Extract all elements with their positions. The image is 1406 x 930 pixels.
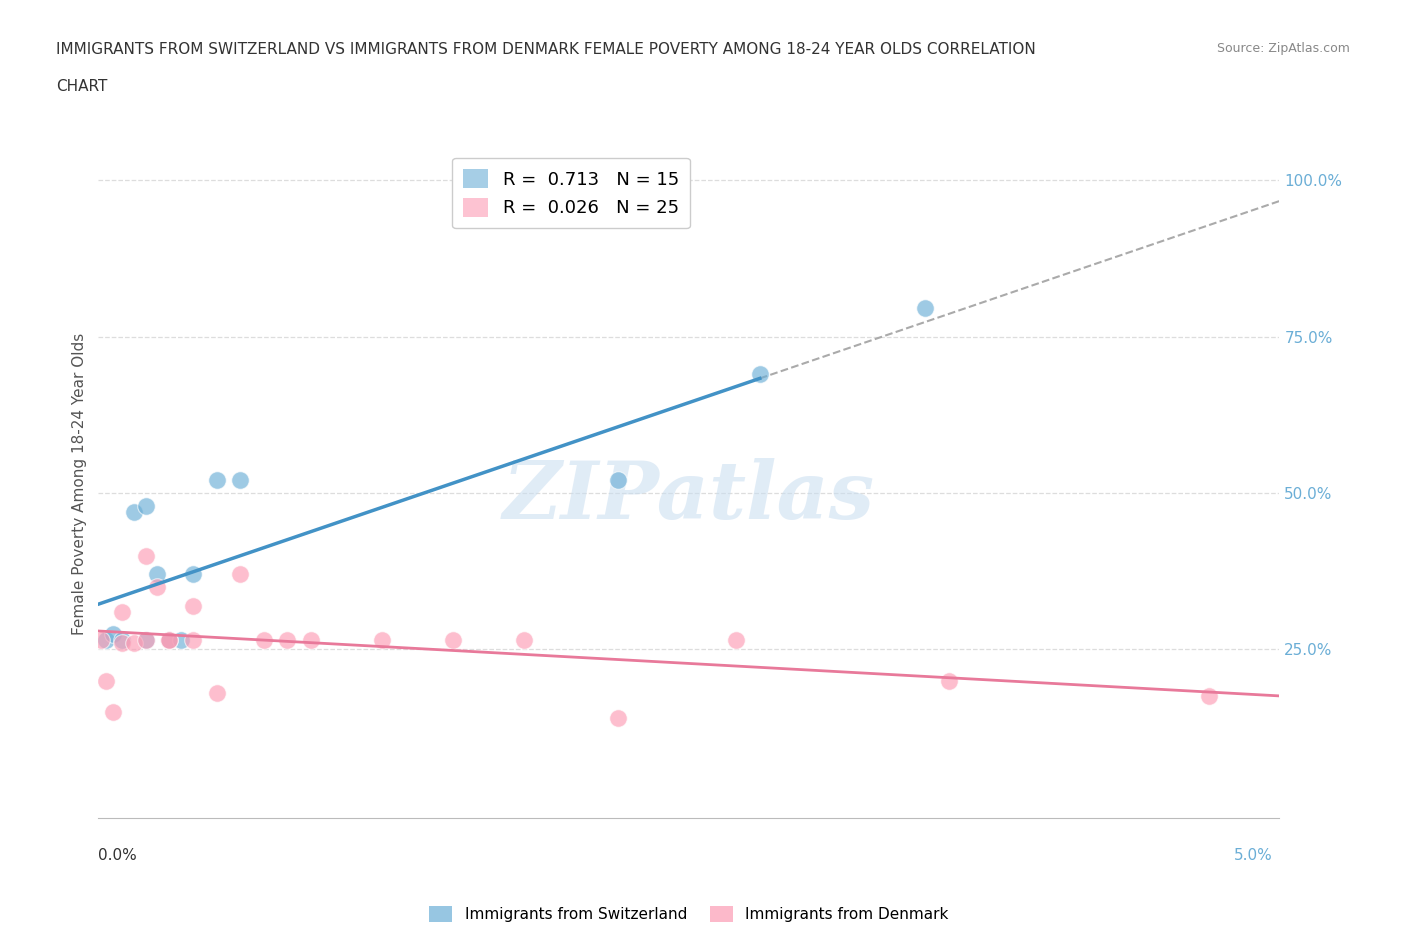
Point <box>122 504 145 519</box>
Point <box>135 548 157 563</box>
Point <box>94 673 117 688</box>
Point <box>748 366 770 381</box>
Point <box>253 632 276 647</box>
Point <box>299 632 322 647</box>
Point <box>157 632 180 647</box>
Point <box>101 626 124 641</box>
Point <box>229 567 252 582</box>
Point <box>146 579 169 594</box>
Point <box>1198 689 1220 704</box>
Text: 5.0%: 5.0% <box>1233 848 1272 863</box>
Point <box>111 632 134 647</box>
Point <box>181 598 204 613</box>
Point <box>135 498 157 513</box>
Text: 0.0%: 0.0% <box>98 848 138 863</box>
Point <box>205 473 228 488</box>
Point <box>135 632 157 647</box>
Point <box>938 673 960 688</box>
Text: Source: ZipAtlas.com: Source: ZipAtlas.com <box>1216 42 1350 55</box>
Point <box>122 636 145 651</box>
Point <box>111 604 134 619</box>
Point <box>157 632 180 647</box>
Text: CHART: CHART <box>56 79 108 94</box>
Point <box>181 632 204 647</box>
Point <box>276 632 298 647</box>
Point <box>725 632 748 647</box>
Point <box>146 567 169 582</box>
Point <box>181 567 204 582</box>
Point <box>441 632 464 647</box>
Point <box>101 705 124 720</box>
Point <box>229 473 252 488</box>
Point <box>135 632 157 647</box>
Point <box>170 632 193 647</box>
Point <box>94 632 117 647</box>
Legend: R =  0.713   N = 15, R =  0.026   N = 25: R = 0.713 N = 15, R = 0.026 N = 25 <box>451 158 690 228</box>
Point <box>607 711 630 725</box>
Point <box>205 685 228 700</box>
Point <box>90 632 112 647</box>
Point <box>111 636 134 651</box>
Y-axis label: Female Poverty Among 18-24 Year Olds: Female Poverty Among 18-24 Year Olds <box>72 333 87 635</box>
Point <box>607 473 630 488</box>
Point <box>157 632 180 647</box>
Text: IMMIGRANTS FROM SWITZERLAND VS IMMIGRANTS FROM DENMARK FEMALE POVERTY AMONG 18-2: IMMIGRANTS FROM SWITZERLAND VS IMMIGRANT… <box>56 42 1036 57</box>
Point <box>371 632 394 647</box>
Point <box>914 301 936 316</box>
Text: ZIPatlas: ZIPatlas <box>503 458 875 536</box>
Point <box>512 632 534 647</box>
